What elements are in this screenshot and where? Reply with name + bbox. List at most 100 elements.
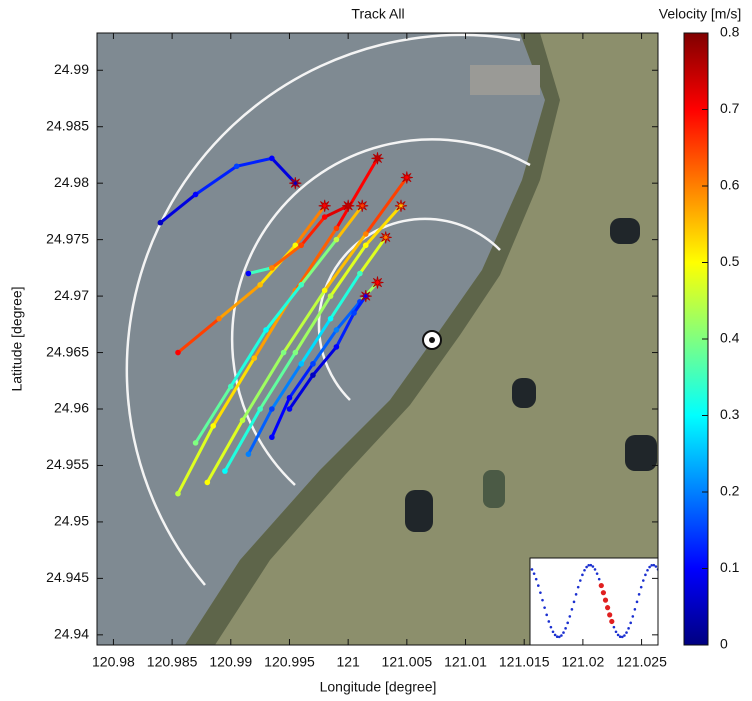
tide-point (547, 620, 551, 623)
track-segment (335, 300, 362, 331)
colorbar-tick-label: 0.1 (720, 559, 740, 575)
y-tick-label: 24.975 (46, 230, 89, 246)
tide-point (646, 568, 649, 572)
y-tick-label: 24.965 (46, 343, 89, 359)
x-tick-label: 121 (336, 654, 360, 670)
track-point (216, 315, 222, 322)
tide-point (534, 577, 538, 581)
colorbar-label: Velocity [m/s] (659, 6, 741, 22)
track-point (298, 361, 305, 367)
tide-point (612, 625, 616, 629)
y-tick-label: 24.95 (54, 513, 89, 529)
track-segment (294, 227, 338, 292)
track-point (269, 406, 275, 412)
track-point (327, 293, 334, 299)
track-point (257, 406, 263, 412)
y-tick-label: 24.97 (54, 287, 89, 303)
x-tick-label: 121.005 (382, 654, 433, 670)
x-tick-label: 121.01 (444, 654, 487, 670)
map-background (97, 33, 658, 645)
track-segment (364, 204, 403, 247)
track-point (263, 327, 269, 333)
pond (405, 490, 433, 532)
colorbar-tick-label: 0.6 (720, 177, 740, 193)
tide-point (605, 605, 611, 611)
tide-point (629, 621, 632, 625)
tide-point (564, 627, 567, 630)
track-segment (311, 345, 338, 377)
tide-point (537, 584, 540, 587)
track-segment (194, 385, 233, 444)
track-point (269, 155, 275, 162)
track-point (321, 214, 328, 220)
radar-site-center (429, 337, 435, 343)
track-segment (223, 408, 262, 472)
colorbar-tick-label: 0.5 (720, 253, 740, 269)
x-tick-label: 121.025 (616, 654, 667, 670)
colorbar-tick-label: 0.3 (720, 406, 740, 422)
harbor (470, 65, 540, 95)
y-tick-label: 24.94 (54, 626, 89, 642)
track-point (357, 270, 363, 277)
track-point (286, 406, 293, 412)
track-point (362, 231, 369, 237)
colorbar-tick-label: 0.4 (720, 330, 740, 346)
pond (625, 435, 657, 471)
track-point (298, 242, 305, 249)
tide-point (593, 568, 597, 571)
track-point (321, 287, 328, 294)
tide-point (558, 635, 561, 639)
tide-point (654, 565, 658, 568)
tide-point (618, 635, 622, 639)
tide-point (595, 572, 599, 575)
track-point (239, 417, 246, 424)
tide-point (532, 572, 536, 575)
tide-point (551, 630, 555, 634)
track-segment (329, 244, 367, 297)
track-segment (324, 204, 349, 219)
y-tick-label: 24.945 (46, 569, 89, 585)
tide-point (574, 593, 578, 596)
track-point (292, 349, 299, 356)
y-tick-label: 24.99 (54, 61, 89, 77)
plot-frame (96, 32, 659, 646)
tide-point (597, 577, 601, 581)
track-segment (248, 266, 273, 275)
track-segment (264, 283, 303, 331)
track-segment (294, 295, 332, 354)
track-point (333, 327, 340, 333)
track-segment (300, 216, 326, 247)
x-tick-label: 121.02 (561, 654, 604, 670)
tide-point (549, 625, 553, 629)
track-point (310, 372, 316, 378)
x-tick-label: 120.98 (92, 654, 135, 670)
pond (610, 218, 640, 244)
tide-point (539, 591, 542, 594)
track-point (333, 344, 340, 350)
pond (512, 378, 536, 408)
track-segment (211, 357, 256, 427)
track-segment (335, 204, 364, 241)
track-segment (176, 425, 215, 495)
track-segment (218, 283, 262, 320)
tide-point (530, 568, 534, 571)
range-ring (317, 217, 501, 401)
track-point (245, 270, 252, 277)
track-segment (241, 351, 285, 422)
tide-point (621, 635, 624, 639)
y-axis-label: Latitude [degree] (9, 286, 25, 391)
track-point (286, 394, 293, 401)
tide-point (639, 585, 643, 589)
tide-point (545, 613, 548, 617)
track-point (192, 191, 199, 198)
tide-point (579, 579, 582, 582)
tide-point (614, 630, 618, 634)
tide-point (560, 634, 563, 637)
tide-point (598, 582, 604, 589)
track-end (342, 199, 355, 212)
range-rings (125, 33, 531, 586)
tide-point (541, 598, 544, 602)
track-point (192, 440, 199, 446)
tide-point (607, 612, 613, 618)
x-tick-label: 120.995 (264, 654, 315, 670)
